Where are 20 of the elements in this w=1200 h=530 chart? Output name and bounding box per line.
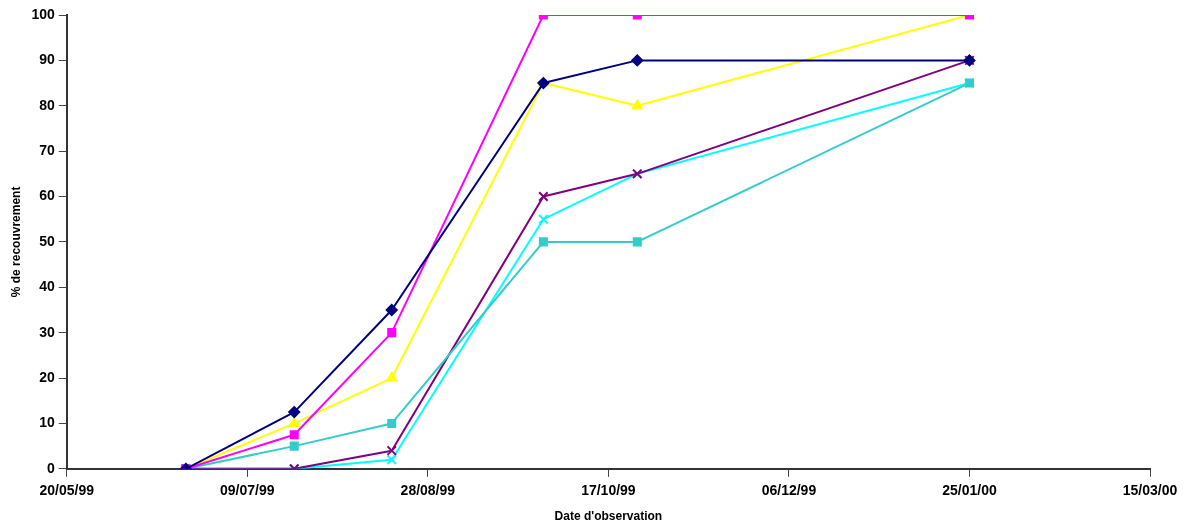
x-tick-label: 06/12/99 — [761, 482, 817, 499]
x-tick-label: 20/05/99 — [39, 482, 95, 499]
y-tick-label: 90 — [39, 51, 55, 68]
y-tick-label: 100 — [31, 5, 55, 22]
y-tick-label: 10 — [39, 414, 55, 431]
x-tick-label: 25/01/00 — [942, 482, 997, 499]
y-tick-label: 20 — [39, 368, 55, 385]
x-tick-label: 28/08/99 — [400, 482, 456, 499]
x-tick-label: 17/10/99 — [581, 482, 636, 499]
x-tick-label: 09/07/99 — [220, 482, 275, 499]
y-axis-title: % de recouvrement — [8, 186, 23, 298]
y-tick-label: 80 — [39, 96, 55, 113]
y-tick-label: 50 — [39, 232, 55, 249]
y-tick-label: 0 — [46, 459, 55, 476]
y-tick-label: 30 — [39, 323, 55, 340]
x-tick-label: 15/03/00 — [1122, 482, 1178, 499]
y-tick-label: 70 — [39, 142, 55, 158]
y-tick-label: 60 — [39, 187, 55, 204]
x-axis-title: Date d'observation — [554, 509, 663, 524]
y-tick-label: 40 — [39, 278, 55, 295]
